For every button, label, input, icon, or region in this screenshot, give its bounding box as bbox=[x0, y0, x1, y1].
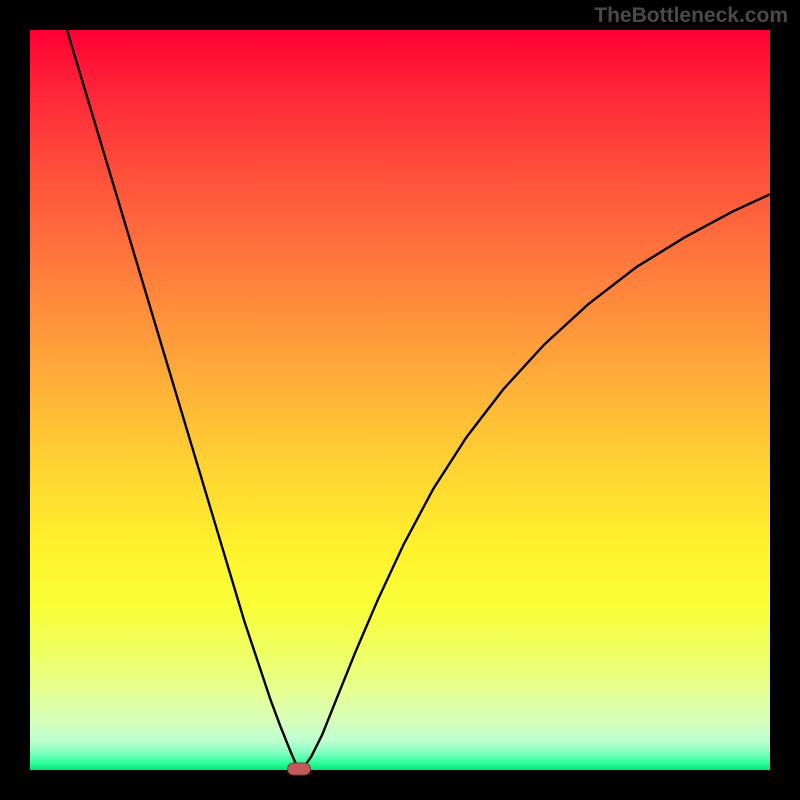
plot-area bbox=[30, 30, 770, 770]
curve-line bbox=[30, 30, 770, 770]
vertex-marker bbox=[287, 762, 311, 775]
watermark-text: TheBottleneck.com bbox=[594, 4, 788, 28]
